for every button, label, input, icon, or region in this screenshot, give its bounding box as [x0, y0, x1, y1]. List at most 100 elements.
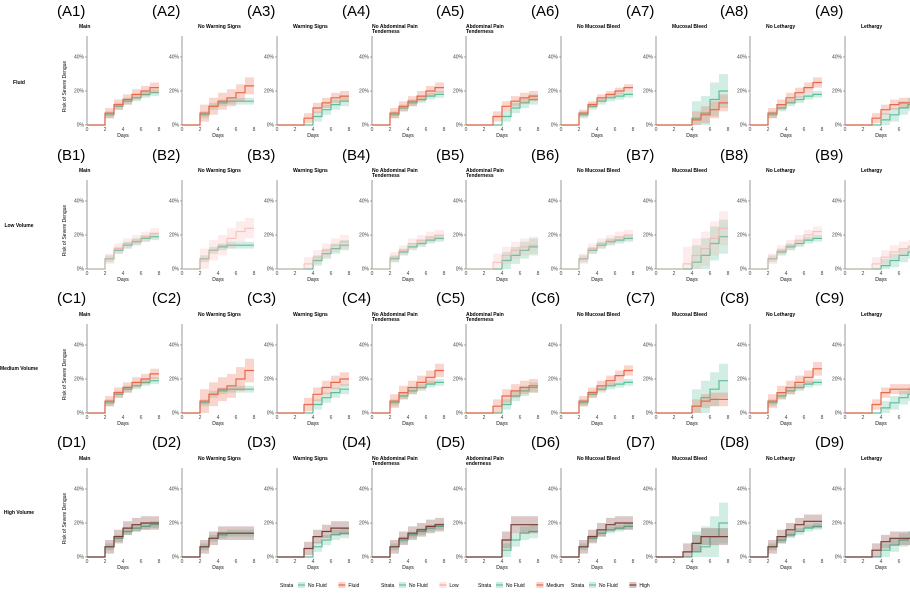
- panel-C1: (C1) Main 0% 20% 40% 0 2 4 6 8 Days Risk of Severe …: [57, 290, 161, 427]
- x-tick-label: 0: [276, 271, 279, 277]
- series-line-comparison: [845, 537, 910, 558]
- x-tick-label: 6: [519, 127, 522, 133]
- panel-title: Abdominal Pain: [466, 456, 504, 462]
- x-tick-label: 8: [443, 271, 446, 277]
- x-tick-label: 0: [655, 415, 658, 421]
- x-axis-label: Days: [117, 133, 129, 139]
- y-tick-label: 20%: [74, 233, 85, 239]
- panel-id: (A9): [815, 3, 843, 20]
- panel-A9: (A9) Lethargy 0% 20% 40% 0 2 4 6 8 Days: [815, 3, 910, 139]
- x-tick-label: 0: [749, 559, 752, 565]
- panel-title: Tenderness: [466, 317, 494, 323]
- panel-A3: (A3) Warning Signs 0% 20% 40% 0 2 4 6 8 Days: [247, 3, 351, 139]
- x-tick-label: 2: [294, 415, 297, 421]
- panel-id: (A8): [720, 3, 748, 20]
- panel-B9: (B9) Lethargy 0% 20% 40% 0 2 4 6 8 Days: [815, 147, 910, 283]
- x-tick-label: 0: [465, 127, 468, 133]
- x-axis-label: Days: [212, 421, 224, 427]
- y-tick-label: 0%: [740, 123, 748, 129]
- panel-title: No Warning Signs: [198, 24, 241, 30]
- panel-id: (D2): [152, 434, 181, 451]
- x-tick-label: 4: [407, 559, 410, 565]
- panel-D9: (D9) Lethargy 0% 20% 40% 0 2 4 6 8 Days: [815, 434, 910, 571]
- x-axis-label: Days: [591, 565, 603, 571]
- panel-C8: (C8) No Lethargy 0% 20% 40% 0 2 4 6 8 Days: [720, 290, 824, 427]
- panel-id: (C8): [720, 290, 749, 307]
- legend-item-label: No Fluid: [599, 583, 618, 589]
- y-tick-label: 0%: [551, 555, 559, 561]
- y-tick-label: 0%: [551, 267, 559, 273]
- x-tick-label: 2: [104, 559, 107, 565]
- x-tick-label: 2: [389, 415, 392, 421]
- legend-title: Strata: [478, 583, 492, 589]
- series-line-comparison: [466, 244, 538, 270]
- x-tick-label: 6: [235, 127, 238, 133]
- panel-title: Abdominal Pain: [466, 24, 504, 30]
- panel-id: (A3): [247, 3, 275, 20]
- y-tick-label: 40%: [832, 343, 843, 349]
- y-tick-label: 20%: [74, 521, 85, 527]
- x-tick-label: 8: [348, 127, 351, 133]
- y-tick-label: 40%: [264, 199, 275, 205]
- ci-band-comparison: [277, 235, 349, 269]
- series-line-comparison: [182, 85, 254, 126]
- y-tick-label: 40%: [737, 55, 748, 61]
- x-axis-label: Days: [402, 421, 414, 427]
- panel-C7: (C7) Mucosal Bleed 0% 20% 40% 0 2 4 6 8 Days: [626, 290, 730, 427]
- y-tick-label: 0%: [362, 123, 370, 129]
- panel-id: (B3): [247, 147, 275, 164]
- y-tick-label: 40%: [548, 487, 559, 493]
- panel-B6: (B6) No Mucosal Bleed 0% 20% 40% 0 2 4 6 8 Days: [531, 147, 635, 283]
- y-tick-label: 20%: [453, 377, 464, 383]
- panel-title: No Lethargy: [766, 456, 795, 462]
- panel-D2: (D2) No Warning Signs 0% 20% 40% 0 2 4 6 8 Days: [152, 434, 256, 571]
- x-tick-label: 8: [727, 127, 730, 133]
- series-line-comparison: [372, 87, 444, 126]
- panel-title: Mucosal Bleed: [672, 456, 707, 462]
- x-axis-label: Days: [402, 277, 414, 283]
- y-tick-label: 40%: [832, 55, 843, 61]
- y-tick-label: 20%: [264, 377, 275, 383]
- y-tick-label: 40%: [74, 199, 85, 205]
- x-axis-label: Days: [591, 421, 603, 427]
- y-tick-label: 40%: [832, 199, 843, 205]
- y-tick-label: 20%: [548, 233, 559, 239]
- x-tick-label: 6: [614, 415, 617, 421]
- x-tick-label: 2: [389, 271, 392, 277]
- series-line-comparison: [656, 398, 728, 414]
- y-tick-label: 20%: [359, 521, 370, 527]
- x-tick-label: 2: [104, 127, 107, 133]
- x-axis-label: Days: [307, 565, 319, 571]
- legend-item-label: No Fluid: [409, 583, 428, 589]
- x-tick-label: 4: [880, 559, 883, 565]
- series-line-comparison: [277, 378, 349, 414]
- y-tick-label: 20%: [359, 89, 370, 95]
- row-label: Fluid: [13, 80, 25, 86]
- panel-title: No Warning Signs: [198, 456, 241, 462]
- x-tick-label: 8: [348, 271, 351, 277]
- x-tick-label: 0: [371, 127, 374, 133]
- x-tick-label: 4: [501, 559, 504, 565]
- ci-band-comparison: [561, 229, 633, 269]
- x-tick-label: 4: [217, 271, 220, 277]
- x-tick-label: 4: [312, 271, 315, 277]
- panel-B8: (B8) No Lethargy 0% 20% 40% 0 2 4 6 8 Days: [720, 147, 824, 283]
- x-tick-label: 2: [673, 127, 676, 133]
- x-tick-label: 8: [348, 559, 351, 565]
- x-tick-label: 0: [844, 127, 847, 133]
- x-tick-label: 6: [140, 271, 143, 277]
- legend-1: Strata No Fluid Low: [381, 582, 459, 589]
- y-tick-label: 40%: [643, 199, 654, 205]
- legend-title: Strata: [571, 583, 585, 589]
- panel-title: No Mucosal Bleed: [577, 168, 620, 174]
- x-tick-label: 4: [217, 559, 220, 565]
- x-axis-label: Days: [496, 565, 508, 571]
- y-tick-label: 20%: [453, 233, 464, 239]
- x-tick-label: 4: [501, 415, 504, 421]
- panel-title: Tenderness: [372, 461, 400, 467]
- panel-title: No Lethargy: [766, 312, 795, 318]
- x-tick-label: 0: [465, 271, 468, 277]
- y-tick-label: 40%: [548, 199, 559, 205]
- panel-id: (A5): [436, 3, 464, 20]
- x-tick-label: 2: [862, 559, 865, 565]
